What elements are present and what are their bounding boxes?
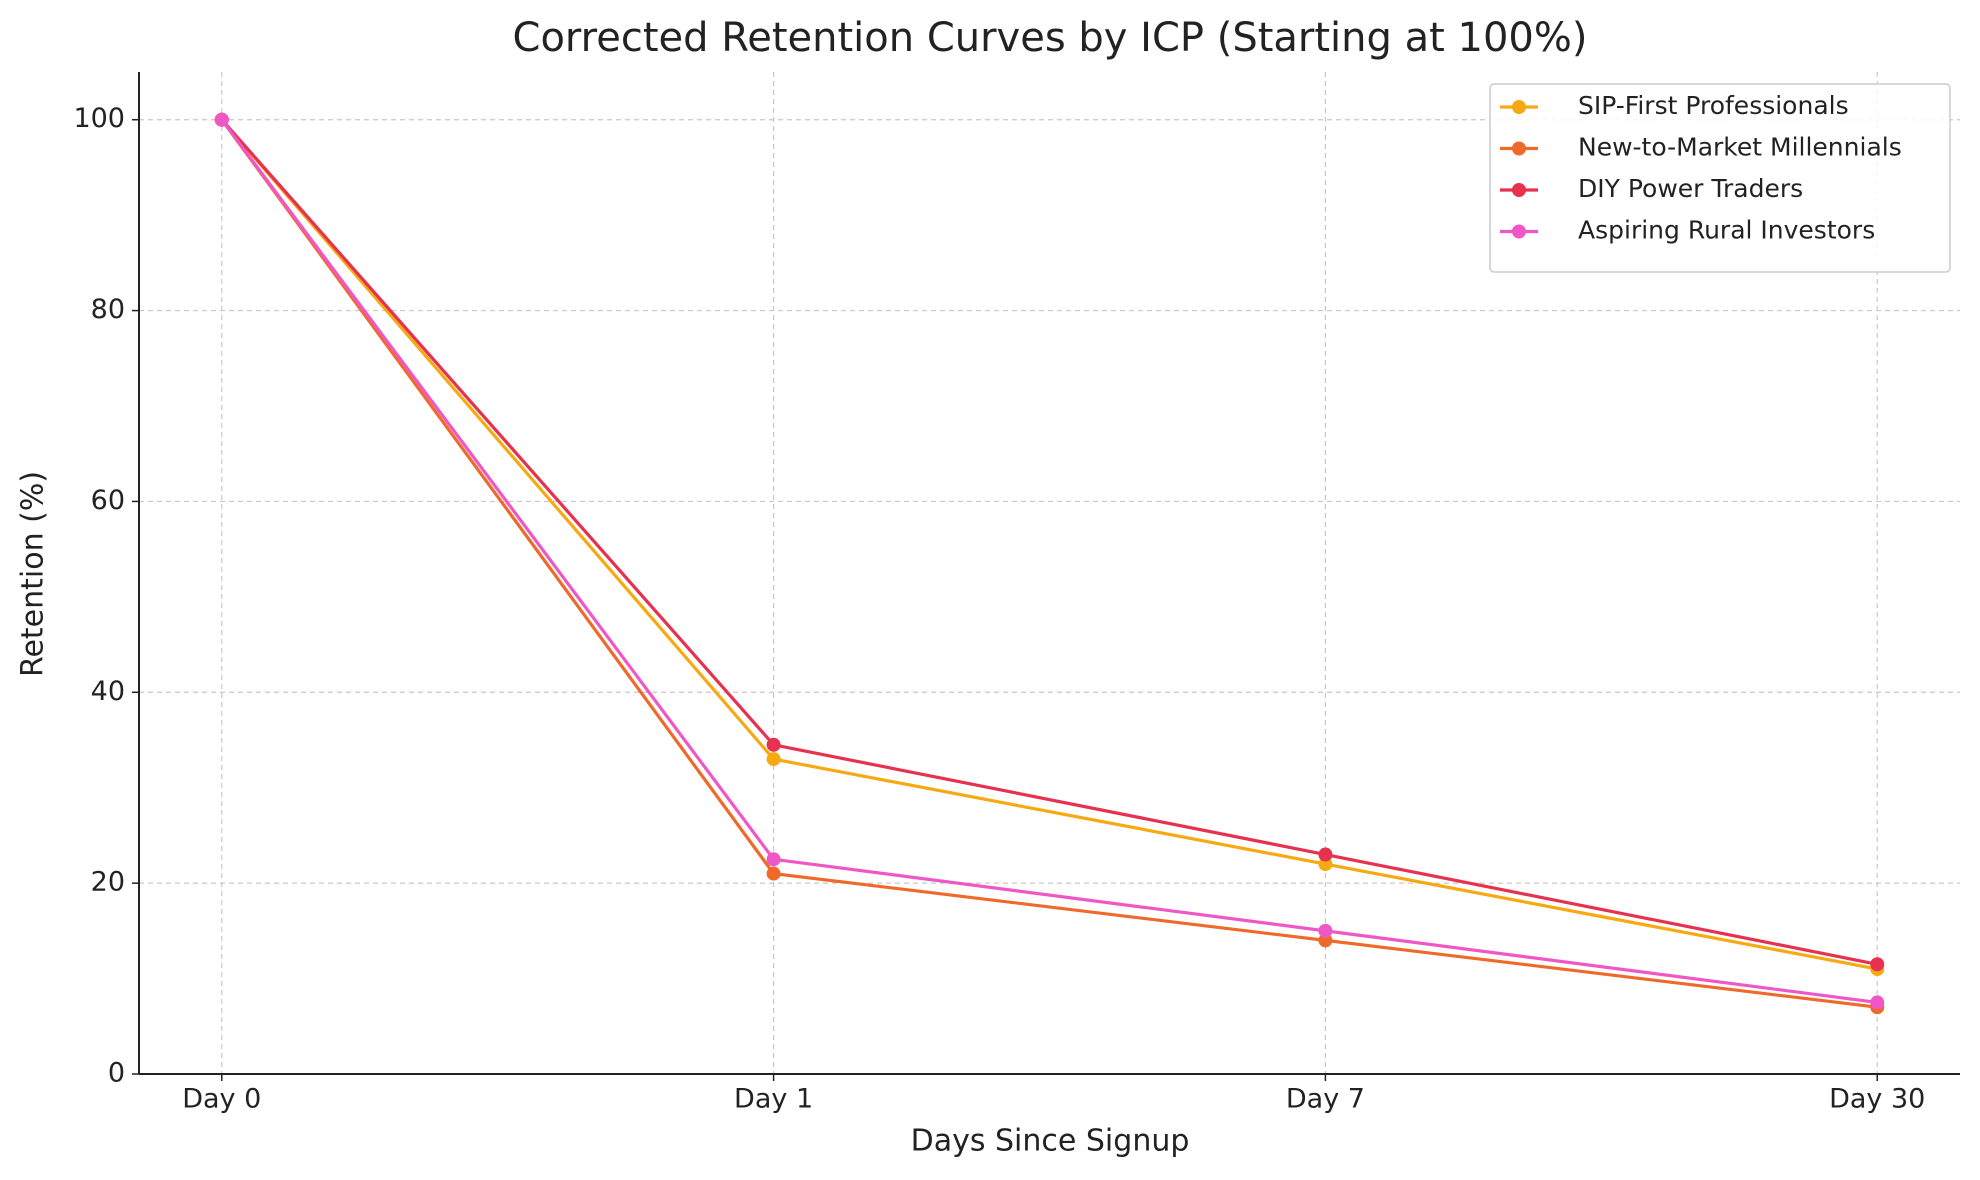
legend-label: Aspiring Rural Investors (1578, 216, 1875, 245)
x-tick-label: Day 0 (182, 1084, 261, 1115)
chart-title: Corrected Retention Curves by ICP (Start… (513, 15, 1588, 61)
y-tick-label: 60 (91, 485, 125, 516)
point (1870, 957, 1885, 972)
series-line (220, 118, 1878, 966)
legend-label: SIP-First Professionals (1578, 91, 1849, 120)
series-line (220, 118, 1878, 971)
x-tick-label: Day 7 (1286, 1084, 1365, 1115)
legend-label: New-to-Market Millennials (1578, 133, 1902, 162)
series-line (220, 118, 1878, 1009)
y-tick-label: 20 (91, 867, 125, 898)
point (766, 737, 781, 752)
point (766, 852, 781, 867)
x-axis-label: Days Since Signup (911, 1124, 1190, 1159)
point (1870, 995, 1885, 1010)
y-tick-label: 0 (108, 1058, 125, 1089)
x-tick-label: Day 30 (1829, 1084, 1925, 1115)
y-tick-label: 40 (91, 676, 125, 707)
y-tick-label: 100 (73, 103, 125, 134)
legend-box (1489, 83, 1951, 273)
y-tick-label: 80 (91, 294, 125, 325)
point (1318, 847, 1333, 862)
legend-marker (1512, 224, 1526, 239)
series-line (220, 118, 1878, 1005)
point (766, 752, 781, 767)
legend-marker (1512, 141, 1526, 156)
point (1318, 923, 1333, 938)
point (766, 866, 781, 881)
x-tick-label: Day 1 (734, 1084, 813, 1115)
legend-label: DIY Power Traders (1578, 174, 1803, 203)
y-axis-label: Retention (%) (16, 471, 51, 677)
point (214, 112, 229, 127)
legend-marker (1512, 100, 1526, 114)
legend-marker (1512, 183, 1526, 197)
